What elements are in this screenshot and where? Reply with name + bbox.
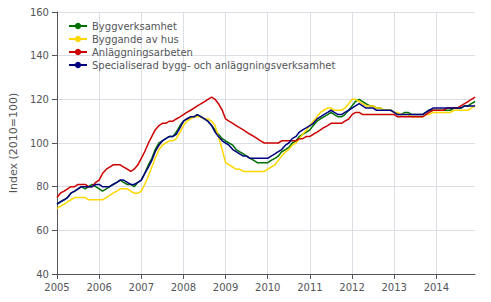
svg-text:2008: 2008	[171, 282, 196, 293]
svg-text:Byggande av hus: Byggande av hus	[92, 34, 179, 45]
svg-text:2005: 2005	[44, 282, 69, 293]
svg-text:2014: 2014	[424, 282, 449, 293]
svg-text:100: 100	[30, 138, 49, 149]
svg-text:120: 120	[30, 94, 49, 105]
svg-text:2009: 2009	[213, 282, 238, 293]
svg-text:2010: 2010	[255, 282, 280, 293]
svg-text:2012: 2012	[339, 282, 364, 293]
svg-text:160: 160	[30, 7, 49, 18]
svg-text:2013: 2013	[381, 282, 406, 293]
svg-text:60: 60	[36, 225, 49, 236]
svg-text:80: 80	[36, 181, 49, 192]
svg-text:Byggverksamhet: Byggverksamhet	[92, 21, 177, 32]
svg-text:140: 140	[30, 50, 49, 61]
svg-text:2011: 2011	[297, 282, 322, 293]
svg-text:Index (2010=100): Index (2010=100)	[7, 93, 20, 194]
svg-text:2007: 2007	[129, 282, 154, 293]
svg-text:Specialiserad bygg- och anlägg: Specialiserad bygg- och anläggningsverks…	[92, 60, 335, 71]
svg-text:2006: 2006	[86, 282, 111, 293]
svg-text:40: 40	[36, 269, 49, 280]
svg-text:Anläggningsarbeten: Anläggningsarbeten	[92, 47, 193, 58]
